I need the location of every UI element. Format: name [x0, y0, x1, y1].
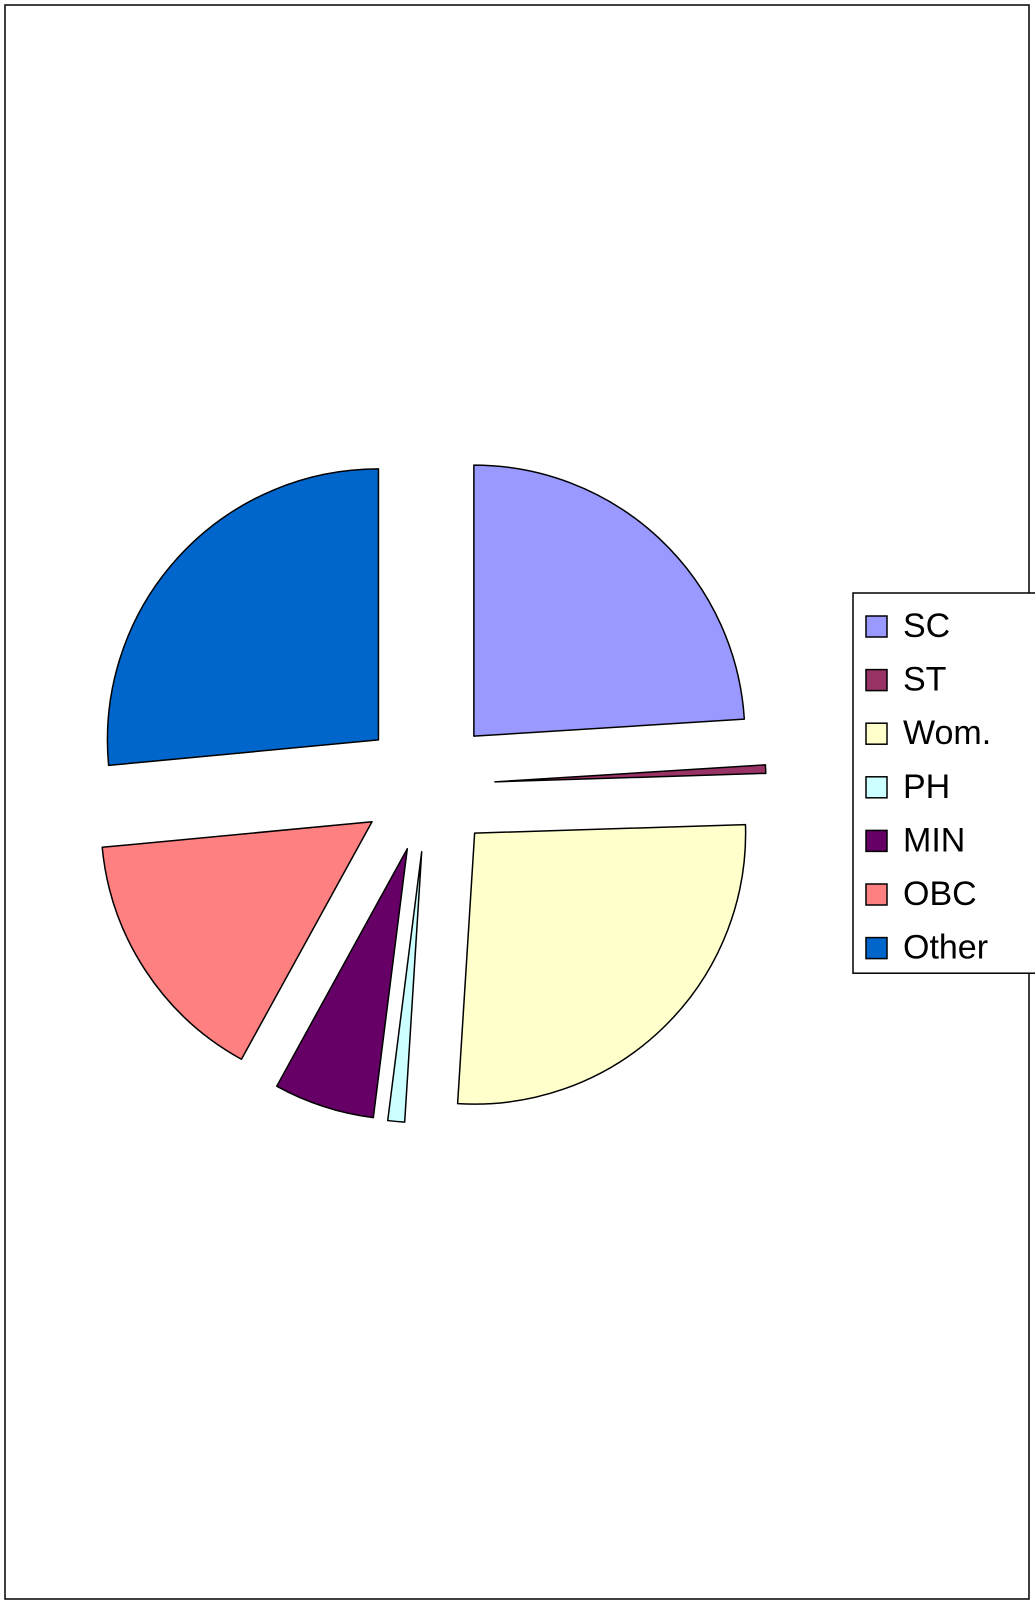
legend-label: OBC — [903, 875, 977, 913]
legend: SC ST Wom. PH MIN OBC Other — [852, 592, 1035, 974]
legend-label: MIN — [903, 821, 965, 859]
pie-slice — [494, 764, 767, 783]
legend-swatch — [865, 883, 888, 906]
pie-slice — [106, 468, 380, 767]
pie-slice — [473, 464, 746, 737]
legend-label: PH — [903, 768, 950, 806]
pie-slice — [386, 850, 423, 1123]
legend-swatch — [865, 615, 888, 638]
legend-swatch — [865, 668, 888, 692]
legend-swatch — [865, 829, 888, 853]
pie-slice — [456, 823, 747, 1105]
legend-label: SC — [903, 607, 950, 645]
legend-label: Wom. — [903, 714, 991, 752]
legend-label: ST — [903, 661, 946, 699]
legend-label: Other — [903, 929, 988, 967]
legend-swatch — [865, 722, 888, 745]
legend-swatch — [865, 936, 888, 960]
legend-swatch — [865, 776, 888, 799]
pie-slice — [275, 847, 409, 1119]
pie-slice — [101, 821, 373, 1061]
